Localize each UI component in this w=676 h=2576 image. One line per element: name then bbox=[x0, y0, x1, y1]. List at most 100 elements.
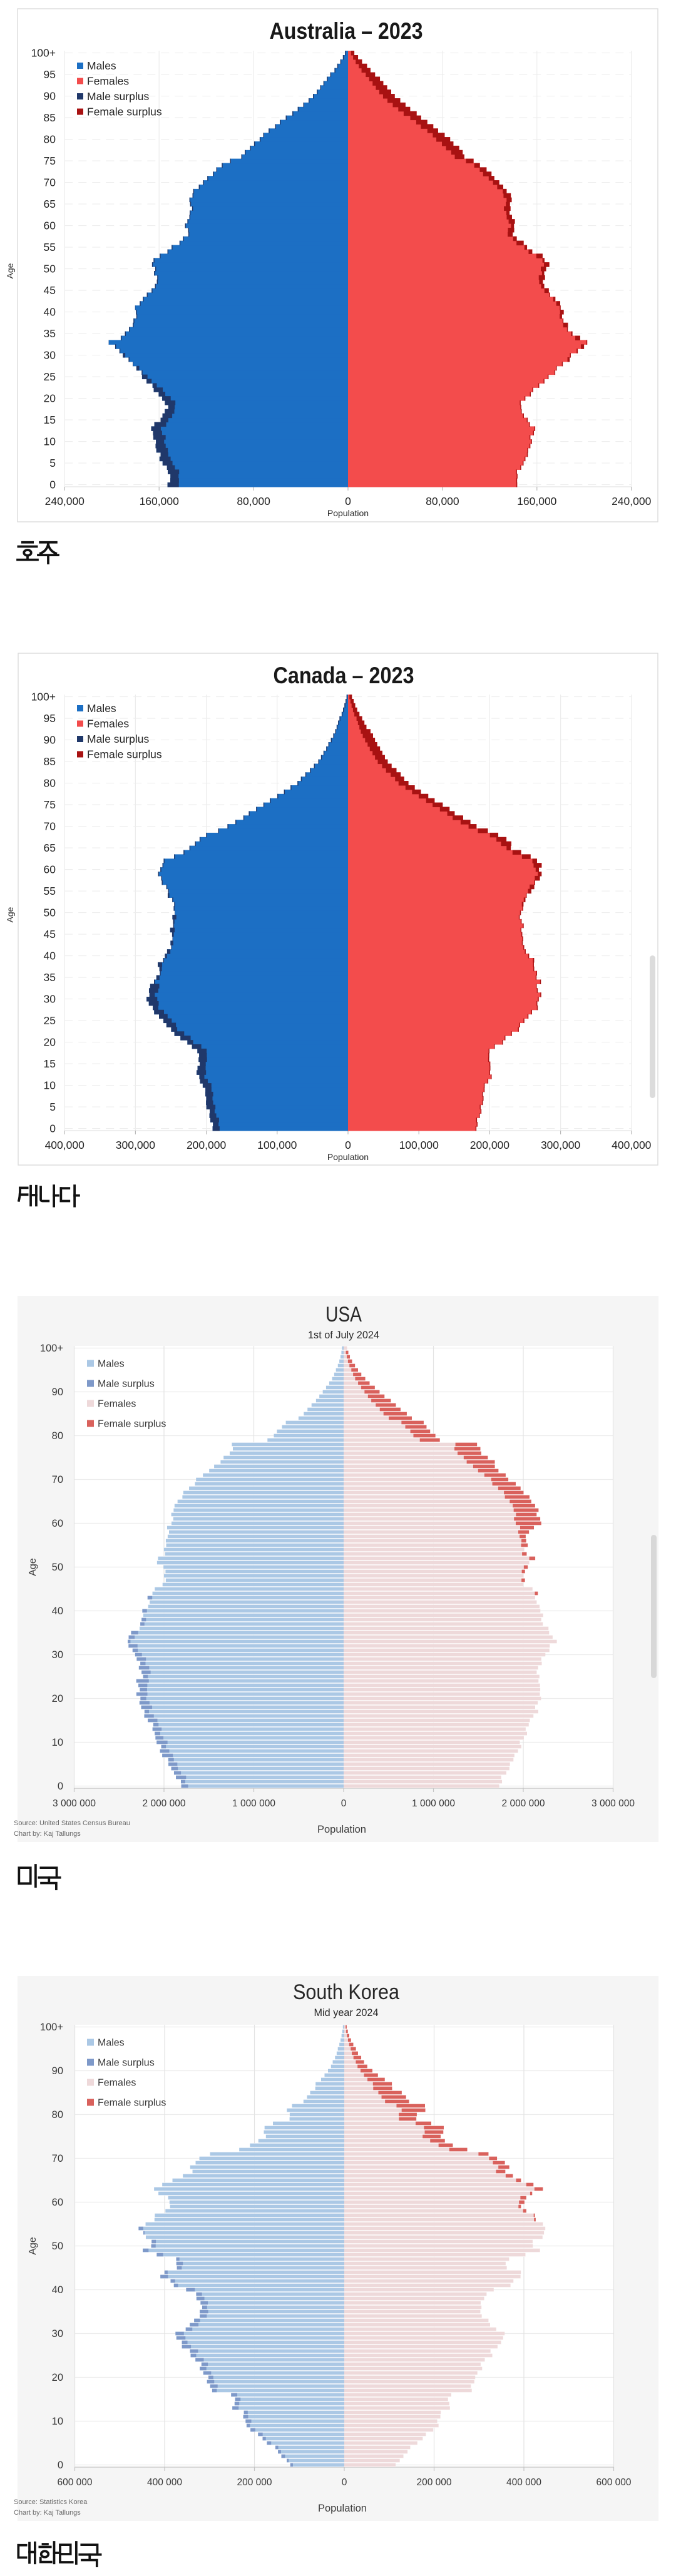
svg-text:300,000: 300,000 bbox=[116, 1139, 156, 1151]
svg-text:0: 0 bbox=[58, 1781, 63, 1792]
svg-text:100+: 100+ bbox=[40, 2022, 63, 2033]
svg-text:70: 70 bbox=[44, 820, 56, 833]
svg-text:Male surplus: Male surplus bbox=[87, 90, 149, 103]
svg-text:Female surplus: Female surplus bbox=[87, 748, 162, 761]
svg-text:South Korea: South Korea bbox=[293, 1980, 399, 2004]
svg-text:20: 20 bbox=[52, 2372, 63, 2383]
svg-text:600 000: 600 000 bbox=[596, 2477, 631, 2488]
svg-text:100+: 100+ bbox=[40, 1343, 63, 1354]
svg-text:35: 35 bbox=[44, 327, 56, 340]
svg-text:40: 40 bbox=[44, 950, 56, 962]
svg-text:100,000: 100,000 bbox=[399, 1139, 439, 1151]
svg-text:Australia – 2023: Australia – 2023 bbox=[270, 18, 423, 44]
svg-text:Chart by: Kaj Tallungs: Chart by: Kaj Tallungs bbox=[14, 2509, 81, 2517]
svg-text:Females: Females bbox=[87, 718, 129, 730]
svg-text:Female surplus: Female surplus bbox=[98, 1419, 166, 1430]
svg-text:0: 0 bbox=[342, 2477, 347, 2488]
svg-text:2 000 000: 2 000 000 bbox=[143, 1798, 186, 1809]
svg-text:Canada – 2023: Canada – 2023 bbox=[274, 663, 414, 688]
svg-text:30: 30 bbox=[52, 2328, 63, 2339]
svg-text:40: 40 bbox=[52, 1606, 63, 1617]
svg-text:200,000: 200,000 bbox=[470, 1139, 510, 1151]
svg-text:40: 40 bbox=[52, 2284, 63, 2296]
svg-text:200,000: 200,000 bbox=[187, 1139, 227, 1151]
svg-text:200 000: 200 000 bbox=[237, 2477, 272, 2488]
svg-text:80,000: 80,000 bbox=[237, 495, 270, 507]
svg-text:240,000: 240,000 bbox=[612, 495, 652, 507]
svg-text:30: 30 bbox=[44, 993, 56, 1005]
svg-text:90: 90 bbox=[44, 90, 56, 103]
svg-text:Female surplus: Female surplus bbox=[98, 2098, 166, 2109]
svg-text:1st of July 2024: 1st of July 2024 bbox=[308, 1329, 379, 1341]
svg-text:45: 45 bbox=[44, 284, 56, 297]
svg-text:Males: Males bbox=[98, 2038, 125, 2049]
svg-text:400 000: 400 000 bbox=[147, 2477, 182, 2488]
svg-text:65: 65 bbox=[44, 198, 56, 210]
svg-text:95: 95 bbox=[44, 68, 56, 81]
svg-text:3 000 000: 3 000 000 bbox=[53, 1798, 96, 1809]
svg-text:Population: Population bbox=[317, 1824, 366, 1835]
svg-text:50: 50 bbox=[52, 1562, 63, 1573]
svg-text:30: 30 bbox=[44, 349, 56, 362]
svg-text:55: 55 bbox=[44, 885, 56, 897]
svg-text:Males: Males bbox=[87, 59, 116, 72]
svg-text:80: 80 bbox=[52, 2109, 63, 2120]
svg-text:90: 90 bbox=[52, 2065, 63, 2077]
svg-text:30: 30 bbox=[52, 1649, 63, 1661]
svg-text:Males: Males bbox=[87, 702, 116, 715]
svg-text:45: 45 bbox=[44, 928, 56, 940]
svg-text:Age: Age bbox=[5, 263, 15, 278]
svg-text:90: 90 bbox=[44, 734, 56, 746]
svg-text:240,000: 240,000 bbox=[45, 495, 85, 507]
svg-text:60: 60 bbox=[52, 1518, 63, 1529]
svg-text:200 000: 200 000 bbox=[416, 2477, 451, 2488]
svg-text:85: 85 bbox=[44, 755, 56, 768]
svg-text:0: 0 bbox=[58, 2460, 63, 2471]
svg-text:400 000: 400 000 bbox=[506, 2477, 541, 2488]
svg-text:100,000: 100,000 bbox=[257, 1139, 297, 1151]
svg-text:400,000: 400,000 bbox=[612, 1139, 652, 1151]
svg-text:10: 10 bbox=[44, 435, 56, 448]
svg-text:400,000: 400,000 bbox=[45, 1139, 85, 1151]
svg-text:0: 0 bbox=[345, 495, 351, 507]
svg-text:70: 70 bbox=[52, 1474, 63, 1485]
svg-text:100+: 100+ bbox=[31, 691, 56, 703]
svg-text:Population: Population bbox=[318, 2503, 367, 2514]
svg-text:90: 90 bbox=[52, 1387, 63, 1398]
svg-text:80: 80 bbox=[52, 1430, 63, 1442]
svg-text:Males: Males bbox=[98, 1359, 125, 1370]
svg-text:10: 10 bbox=[44, 1079, 56, 1092]
svg-text:0: 0 bbox=[345, 1139, 351, 1151]
svg-text:0: 0 bbox=[49, 1123, 56, 1135]
svg-text:35: 35 bbox=[44, 971, 56, 984]
svg-text:20: 20 bbox=[44, 392, 56, 405]
svg-text:Females: Females bbox=[98, 1399, 136, 1410]
svg-text:Mid year 2024: Mid year 2024 bbox=[314, 2007, 379, 2019]
svg-text:2 000 000: 2 000 000 bbox=[502, 1798, 545, 1809]
svg-text:60: 60 bbox=[52, 2197, 63, 2208]
svg-text:600 000: 600 000 bbox=[57, 2477, 92, 2488]
svg-text:Chart by: Kaj Tallungs: Chart by: Kaj Tallungs bbox=[14, 1830, 81, 1838]
svg-text:Females: Females bbox=[87, 75, 129, 88]
svg-text:100+: 100+ bbox=[31, 47, 56, 59]
svg-text:160,000: 160,000 bbox=[517, 495, 557, 507]
svg-text:85: 85 bbox=[44, 111, 56, 124]
svg-text:5: 5 bbox=[49, 1101, 56, 1113]
svg-text:3 000 000: 3 000 000 bbox=[592, 1798, 635, 1809]
svg-text:USA: USA bbox=[325, 1303, 362, 1326]
svg-text:70: 70 bbox=[44, 176, 56, 189]
svg-text:Females: Females bbox=[98, 2078, 136, 2089]
svg-text:60: 60 bbox=[44, 863, 56, 876]
svg-text:Age: Age bbox=[5, 907, 15, 922]
svg-text:75: 75 bbox=[44, 155, 56, 167]
svg-text:50: 50 bbox=[44, 907, 56, 919]
svg-text:1 000 000: 1 000 000 bbox=[412, 1798, 455, 1809]
svg-text:Male surplus: Male surplus bbox=[98, 2058, 155, 2069]
svg-text:Age: Age bbox=[28, 1558, 38, 1576]
svg-text:80,000: 80,000 bbox=[426, 495, 459, 507]
svg-text:40: 40 bbox=[44, 306, 56, 318]
svg-text:160,000: 160,000 bbox=[140, 495, 180, 507]
svg-text:65: 65 bbox=[44, 842, 56, 854]
svg-text:Male surplus: Male surplus bbox=[87, 733, 149, 745]
svg-text:80: 80 bbox=[44, 133, 56, 146]
